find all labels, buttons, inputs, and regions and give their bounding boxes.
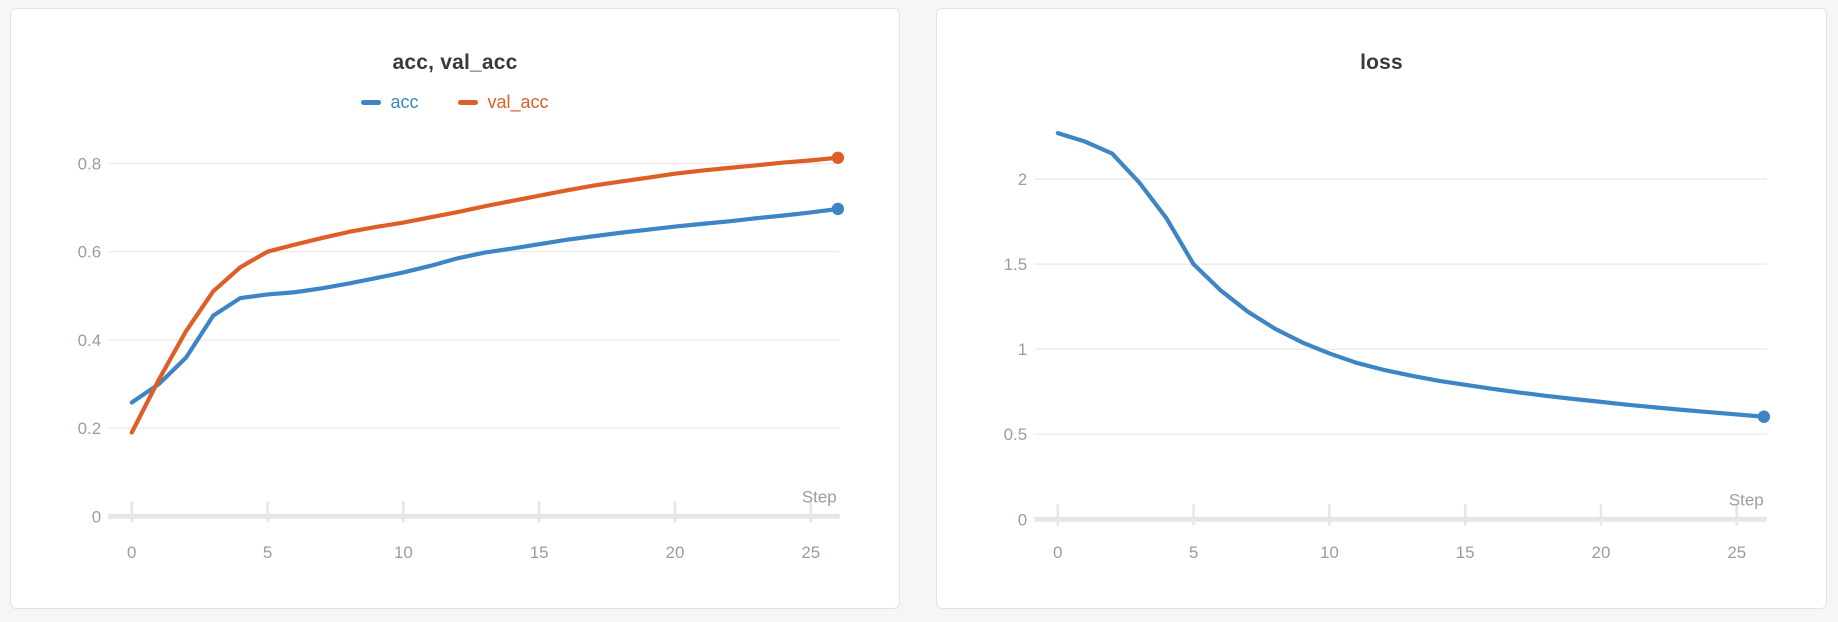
chart-panel-loss[interactable]: loss 0 5 10 15 20 25 0 0.5 1 1.5 2 Step <box>936 8 1827 609</box>
x-tick <box>1192 504 1195 526</box>
end-point-dot-loss <box>1757 410 1771 423</box>
x-tick <box>130 501 134 523</box>
x-axis-baseline <box>1034 516 1767 522</box>
x-tick-label: 0 <box>127 543 136 562</box>
x-tick-label: 20 <box>666 543 685 562</box>
x-tick <box>673 501 677 523</box>
series-line-val_acc <box>129 155 841 435</box>
line-chart-loss[interactable]: 0 5 10 15 20 25 0 0.5 1 1.5 2 Step <box>937 9 1826 608</box>
x-tick-label: 25 <box>1727 543 1746 562</box>
y-tick-label: 0 <box>1018 510 1027 529</box>
x-tick-label: 5 <box>1189 543 1198 562</box>
x-tick-label: 25 <box>801 543 820 562</box>
x-tick-label: 15 <box>530 543 549 562</box>
x-tick-label: 10 <box>394 543 413 562</box>
val_acc-swatch-icon <box>458 100 479 105</box>
y-tick-label: 1 <box>1018 340 1027 359</box>
y-tick-label: 0.5 <box>1004 425 1028 444</box>
y-tick-label: 0.4 <box>78 331 102 350</box>
chart-legend: acc val_acc <box>11 92 899 113</box>
x-tick <box>537 501 541 523</box>
x-axis-baseline <box>108 513 840 519</box>
legend-item-acc[interactable]: acc <box>361 92 418 113</box>
x-tick <box>1735 504 1739 526</box>
legend-item-val_acc[interactable]: val_acc <box>458 92 549 113</box>
x-tick <box>1599 504 1603 526</box>
x-axis-title: Step <box>1729 490 1764 509</box>
chart-panel-acc-val-acc[interactable]: acc, val_acc acc val_acc 0 5 10 15 20 25 0 0.2 0.… <box>10 8 900 609</box>
x-tick-label: 15 <box>1456 543 1475 562</box>
y-tick-label: 1.5 <box>1004 255 1028 274</box>
acc-swatch-icon <box>361 100 382 105</box>
legend-label: acc <box>390 92 419 112</box>
x-tick <box>1328 504 1331 526</box>
y-tick-label: 0 <box>92 507 101 526</box>
series-line-acc <box>129 206 841 405</box>
x-tick <box>266 501 269 523</box>
y-tick-label: 0.2 <box>78 419 102 438</box>
x-tick <box>1056 504 1060 526</box>
x-tick-label: 5 <box>263 543 272 562</box>
x-axis-title: Step <box>802 487 837 506</box>
y-tick-label: 0.6 <box>78 243 102 262</box>
x-tick-label: 0 <box>1053 543 1062 562</box>
x-tick <box>402 501 405 523</box>
end-point-dot-val_acc <box>831 151 845 164</box>
x-tick <box>1463 504 1467 526</box>
x-tick-label: 10 <box>1320 543 1339 562</box>
x-tick-label: 20 <box>1592 543 1611 562</box>
y-tick-label: 2 <box>1018 170 1027 189</box>
series-line-loss <box>1055 130 1767 419</box>
line-chart-acc-val-acc[interactable]: 0 5 10 15 20 25 0 0.2 0.4 0.6 0.8 Step <box>11 9 899 608</box>
x-tick <box>809 501 813 523</box>
y-tick-label: 0.8 <box>78 154 102 173</box>
legend-label: val_acc <box>487 92 549 112</box>
end-point-dot-acc <box>831 202 845 216</box>
